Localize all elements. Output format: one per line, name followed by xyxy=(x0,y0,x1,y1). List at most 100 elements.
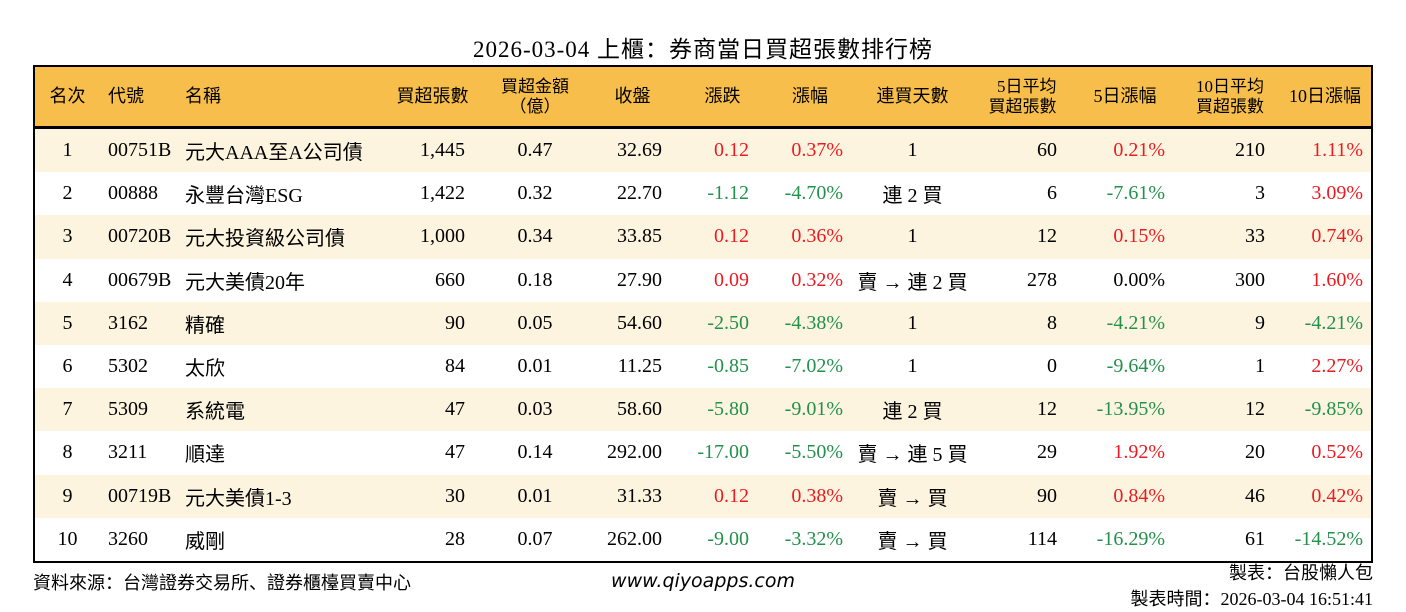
cell-net-volume: 1,422 xyxy=(420,182,465,205)
cell-streak: 賣 → 買 xyxy=(877,487,948,510)
cell-avg5: 8 xyxy=(1047,311,1057,334)
cell-change: -17.00 xyxy=(697,441,749,464)
cell-avg10: 300 xyxy=(1235,268,1265,291)
cell-pct10: -4.21% xyxy=(1304,311,1363,334)
cell-avg10: 33 xyxy=(1245,225,1265,248)
header-cell-net-amount: 買超金額 （億） xyxy=(501,76,569,116)
cell-avg5: 278 xyxy=(1027,268,1057,291)
cell-avg5: 12 xyxy=(1037,398,1057,421)
cell-pct5: -4.21% xyxy=(1106,311,1165,334)
cell-avg5: 114 xyxy=(1027,527,1057,550)
cell-net-volume: 1,000 xyxy=(420,225,465,248)
cell-code: 3211 xyxy=(108,441,148,464)
table-row: 5 3162 精確 90 0.05 54.60 -2.50 -4.38% 1 8 -4.21% 9 -4… xyxy=(35,301,1371,345)
header-cell-pct10: 10日漲幅 xyxy=(1289,86,1361,107)
cell-change-pct: -3.32% xyxy=(784,527,843,550)
cell-change-pct: -5.50% xyxy=(784,441,843,464)
table-row: 7 5309 系統電 47 0.03 58.60 -5.80 -9.01% 連 2 買 12 -13… xyxy=(35,388,1371,432)
table-row: 9 00719B 元大美債1-3 30 0.01 31.33 0.12 0.38% 賣 → 買 9… xyxy=(35,474,1371,518)
cell-close: 262.00 xyxy=(607,527,662,550)
cell-streak: 連 2 買 xyxy=(882,401,943,424)
cell-change-pct: -7.02% xyxy=(784,355,843,378)
ranking-table: 名次 代號 名稱 買超張數 買超金額 （億） 收盤 漲跌 漲幅 連買天數 5日平… xyxy=(33,65,1373,563)
cell-pct10: 3.09% xyxy=(1311,182,1363,205)
cell-streak: 1 xyxy=(907,355,918,378)
cell-change-pct: 0.37% xyxy=(791,139,843,162)
cell-avg10: 9 xyxy=(1255,311,1265,334)
footer-website: www.qiyoapps.com xyxy=(611,570,795,592)
cell-avg10: 1 xyxy=(1255,355,1265,378)
header-cell-pct5: 5日漲幅 xyxy=(1093,86,1157,107)
cell-net-volume: 1,445 xyxy=(420,139,465,162)
cell-change: 0.09 xyxy=(714,268,749,291)
cell-pct10: 0.42% xyxy=(1311,484,1363,507)
cell-change: -9.00 xyxy=(707,527,749,550)
cell-close: 58.60 xyxy=(617,398,662,421)
cell-close: 32.69 xyxy=(617,139,662,162)
cell-net-amount: 0.07 xyxy=(517,527,553,550)
cell-code: 00888 xyxy=(108,182,158,205)
cell-streak: 1 xyxy=(907,139,918,162)
cell-net-amount: 0.32 xyxy=(517,182,553,205)
cell-change-pct: 0.32% xyxy=(791,268,843,291)
cell-change-pct: -9.01% xyxy=(784,398,843,421)
cell-pct5: -16.29% xyxy=(1096,527,1165,550)
cell-change-pct: 0.36% xyxy=(791,225,843,248)
cell-net-volume: 84 xyxy=(445,355,465,378)
cell-streak: 1 xyxy=(907,311,918,334)
cell-avg10: 20 xyxy=(1245,441,1265,464)
cell-change: -5.80 xyxy=(707,398,749,421)
footer-source: 資料來源：台灣證券交易所、證券櫃檯買賣中心 xyxy=(33,573,411,593)
cell-avg5: 12 xyxy=(1037,225,1057,248)
cell-net-amount: 0.01 xyxy=(517,355,553,378)
cell-rank: 6 xyxy=(62,355,73,378)
cell-name: 系統電 xyxy=(185,401,245,424)
cell-net-volume: 90 xyxy=(445,311,465,334)
cell-name: 永豐台灣ESG xyxy=(185,185,303,208)
header-cell-net-volume: 買超張數 xyxy=(396,86,469,107)
cell-name: 元大投資級公司債 xyxy=(185,228,345,251)
header-cell-avg10: 10日平均 買超張數 xyxy=(1196,76,1264,116)
cell-streak: 賣 → 連 2 買 xyxy=(857,271,968,294)
cell-pct5: -9.64% xyxy=(1106,355,1165,378)
cell-net-amount: 0.14 xyxy=(517,441,553,464)
page-title: 2026-03-04 上櫃：券商當日買超張數排行榜 xyxy=(472,37,934,62)
cell-net-amount: 0.18 xyxy=(517,268,553,291)
cell-net-volume: 28 xyxy=(445,527,465,550)
cell-net-volume: 47 xyxy=(445,441,465,464)
cell-pct5: -7.61% xyxy=(1106,182,1165,205)
cell-net-amount: 0.05 xyxy=(517,311,553,334)
table-row: 10 3260 威剛 28 0.07 262.00 -9.00 -3.32% 賣 → 買 114 -… xyxy=(35,517,1371,561)
cell-code: 5309 xyxy=(108,398,148,421)
table-row: 1 00751B 元大AAA至A公司債 1,445 0.47 32.69 0.12 0.37%… xyxy=(35,129,1371,173)
cell-change: -1.12 xyxy=(707,182,749,205)
cell-streak: 賣 → 連 5 買 xyxy=(857,444,968,467)
cell-pct5: 1.92% xyxy=(1113,441,1165,464)
cell-code: 00719B xyxy=(108,484,172,507)
cell-code: 5302 xyxy=(108,355,148,378)
cell-name: 威剛 xyxy=(185,530,225,553)
cell-code: 00720B xyxy=(108,225,172,248)
header-cell-rank: 名次 xyxy=(49,86,86,107)
cell-code: 3260 xyxy=(108,527,148,550)
cell-net-amount: 0.03 xyxy=(517,398,553,421)
cell-rank: 5 xyxy=(62,311,73,334)
cell-change-pct: -4.70% xyxy=(784,182,843,205)
cell-name: 元大AAA至A公司債 xyxy=(185,142,363,165)
header-cell-name: 名稱 xyxy=(185,86,221,107)
cell-name: 元大美債1-3 xyxy=(185,487,292,510)
cell-code: 3162 xyxy=(108,311,148,334)
cell-code: 00751B xyxy=(108,139,172,162)
cell-net-volume: 30 xyxy=(445,484,465,507)
cell-avg5: 90 xyxy=(1037,484,1057,507)
table-row: 8 3211 順達 47 0.14 292.00 -17.00 -5.50% 賣 → 連 5 買… xyxy=(35,431,1371,475)
cell-pct5: -13.95% xyxy=(1096,398,1165,421)
header-cell-change-pct: 漲幅 xyxy=(792,86,828,107)
table-row: 4 00679B 元大美債20年 660 0.18 27.90 0.09 0.32% 賣 → 連… xyxy=(35,258,1371,302)
cell-pct5: 0.15% xyxy=(1113,225,1165,248)
cell-pct10: 0.74% xyxy=(1311,225,1363,248)
cell-net-volume: 660 xyxy=(435,268,465,291)
cell-name: 順達 xyxy=(185,444,225,467)
cell-avg10: 61 xyxy=(1245,527,1265,550)
cell-net-amount: 0.47 xyxy=(517,139,553,162)
